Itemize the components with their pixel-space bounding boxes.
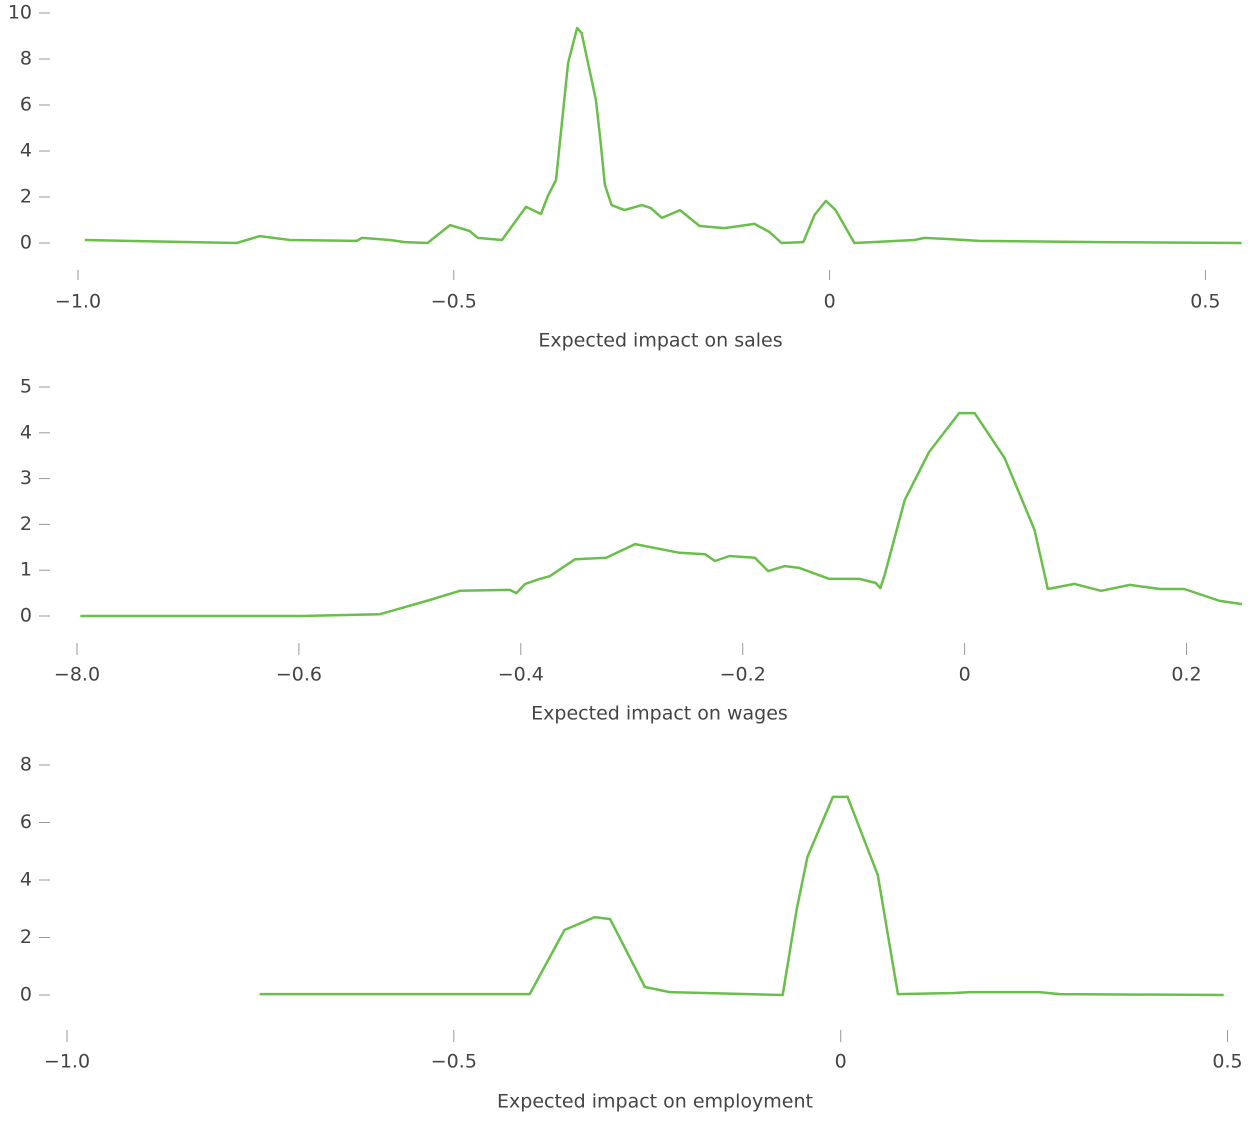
y-tick-label: 8 (20, 754, 32, 776)
y-tick-label: 0 (20, 605, 32, 627)
y-tick-label: 2 (20, 186, 32, 208)
x-tick-label: −0.4 (498, 664, 544, 686)
y-tick-label: 1 (20, 559, 32, 581)
y-tick-label: 6 (20, 94, 32, 116)
y-tick-label: 4 (20, 869, 32, 891)
y-tick-label: 0 (20, 984, 32, 1006)
line-series (80, 411, 1243, 618)
y-tick-label: 10 (8, 2, 32, 24)
x-tick-label: 0.2 (1171, 664, 1201, 686)
x-tick-label: 0 (959, 664, 971, 686)
x-tick-label: 0 (835, 1051, 847, 1073)
y-tick-label: 2 (20, 926, 32, 948)
y-tick-label: 2 (20, 513, 32, 535)
y-tick-label: 3 (20, 467, 32, 489)
x-tick-label: −0.5 (431, 291, 477, 313)
x-tick-label: −0.5 (431, 1051, 477, 1073)
y-tick-label: 0 (20, 232, 32, 254)
x-tick-label: 0.5 (1212, 1051, 1242, 1073)
line-series (84, 26, 1242, 245)
x-tick-label: −8.0 (54, 664, 100, 686)
x-tick-label: −1.0 (44, 1051, 90, 1073)
y-tick-label: 4 (20, 421, 32, 443)
x-axis-title: Expected impact on sales (538, 330, 782, 352)
x-tick-label: −1.0 (55, 291, 101, 313)
x-tick-label: −0.2 (720, 664, 766, 686)
line-series (259, 795, 1224, 997)
x-axis-title: Expected impact on wages (531, 703, 788, 725)
x-tick-label: 0.5 (1190, 291, 1220, 313)
x-tick-label: 0 (824, 291, 836, 313)
y-tick-label: 4 (20, 140, 32, 162)
x-axis-title: Expected impact on employment (497, 1091, 813, 1113)
y-tick-label: 6 (20, 811, 32, 833)
y-tick-label: 8 (20, 48, 32, 70)
y-tick-label: 5 (20, 376, 32, 398)
x-tick-label: −0.6 (276, 664, 322, 686)
